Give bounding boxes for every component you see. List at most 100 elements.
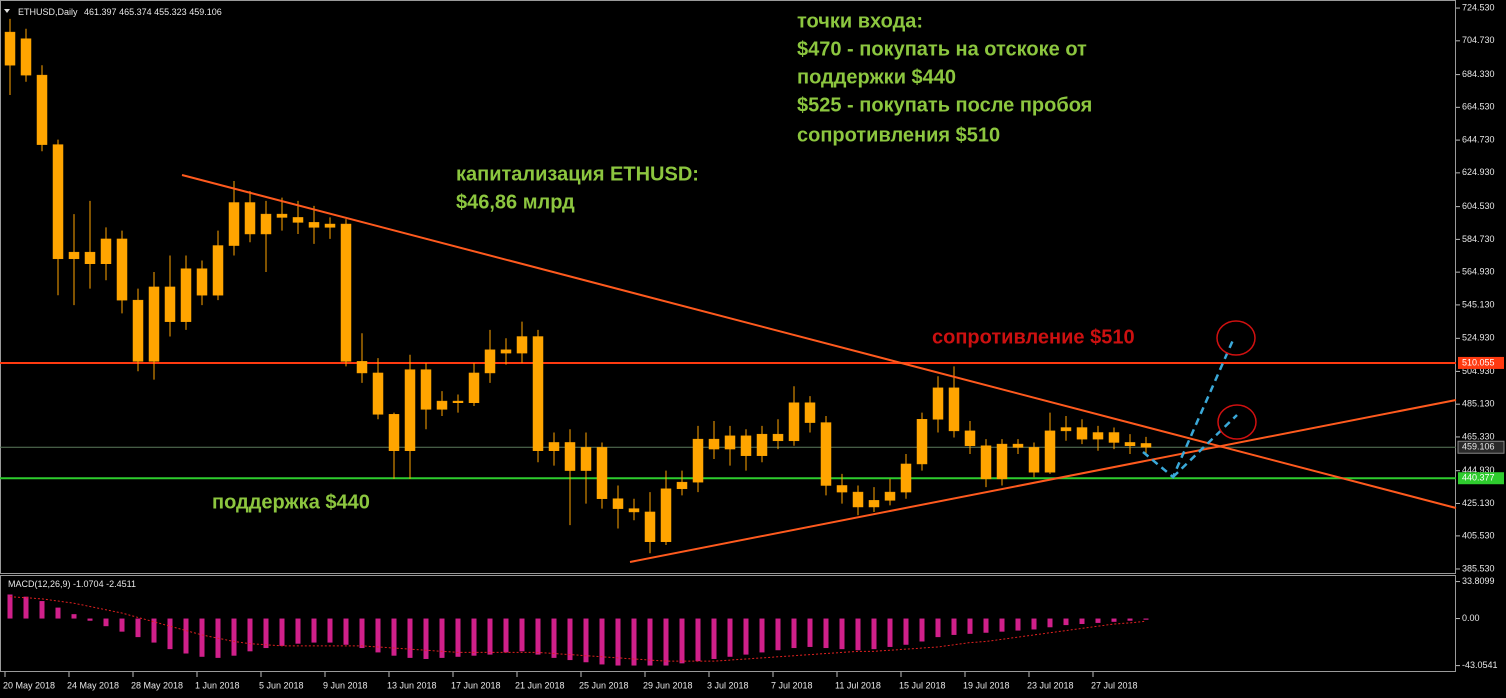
candle-body	[148, 286, 160, 362]
menu-arrow	[4, 9, 10, 13]
candle-body	[820, 422, 832, 486]
candle-body	[1140, 443, 1152, 448]
macd-bar	[407, 618, 413, 658]
macd-bar	[247, 618, 253, 652]
candle-body	[68, 251, 80, 260]
macd-bar	[743, 618, 749, 655]
candle-body	[1012, 443, 1024, 448]
annotation: сопротивления $510	[797, 124, 1000, 146]
x-tick-label: 5 Jun 2018	[259, 680, 304, 690]
candle-body	[388, 414, 400, 451]
candle-body	[900, 463, 912, 493]
candle-body	[868, 500, 880, 508]
candle-body	[532, 336, 544, 451]
x-tick-label: 27 Jul 2018	[1091, 680, 1138, 690]
macd-bar	[231, 618, 237, 656]
y-tick-label: 485.130	[1462, 399, 1495, 409]
macd-bar	[999, 618, 1005, 632]
y-tick-label: 704.730	[1462, 35, 1495, 45]
candle-body	[916, 419, 928, 465]
x-tick-label: 13 Jun 2018	[387, 680, 437, 690]
candle-body	[852, 491, 864, 508]
y-tick-label: 584.730	[1462, 234, 1495, 244]
y-tick-label: 385.530	[1462, 563, 1495, 573]
macd-bar	[535, 618, 541, 655]
target-circle	[1216, 320, 1256, 356]
y-tick-label: 465.330	[1462, 431, 1495, 441]
header-open: 461.397	[84, 7, 117, 17]
x-tick-label: 1 Jun 2018	[195, 680, 240, 690]
trend-line	[629, 399, 1457, 563]
candle-body	[484, 349, 496, 374]
macd-bar	[663, 618, 669, 666]
y-tick-label: 444.930	[1462, 465, 1495, 475]
candle-body	[964, 430, 976, 447]
macd-bar	[919, 618, 925, 642]
macd-bar	[487, 618, 493, 655]
candle-body	[1060, 427, 1072, 432]
candle-body	[516, 336, 528, 354]
candle-body	[980, 445, 992, 480]
candle-body	[36, 74, 48, 145]
candle-body	[1076, 427, 1088, 440]
macd-bar	[1095, 618, 1101, 623]
scenario-arrow	[1172, 414, 1238, 478]
candle-body	[20, 38, 32, 76]
candle-body	[564, 442, 576, 471]
macd-bar	[7, 594, 13, 619]
candle-body	[596, 447, 608, 499]
candle-body	[804, 402, 816, 423]
candle-body	[788, 402, 800, 442]
x-tick-label: 23 Jul 2018	[1027, 680, 1074, 690]
candle-body	[260, 213, 272, 235]
candle-body	[212, 245, 224, 296]
y-tick-label: -43.0541	[1462, 660, 1498, 670]
macd-bar	[423, 618, 429, 659]
candle-body	[308, 222, 320, 228]
macd-bar	[823, 618, 829, 649]
macd-bar	[71, 614, 77, 619]
candle-body	[340, 223, 352, 362]
symbol-header: ETHUSD,Daily 461.397 465.374 455.323 459…	[18, 7, 222, 17]
macd-bar	[503, 618, 509, 653]
macd-last: -1.0704	[73, 579, 104, 589]
candle-body	[276, 213, 288, 218]
y-tick-label: 545.130	[1462, 299, 1495, 309]
candle-body	[180, 268, 192, 322]
macd-bar	[711, 618, 717, 659]
header-close: 459.106	[189, 7, 222, 17]
macd-bar	[311, 618, 317, 643]
macd-bar	[199, 618, 205, 657]
macd-bar	[167, 618, 173, 650]
macd-bar	[855, 618, 861, 651]
candle-body	[244, 202, 256, 235]
macd-bar	[951, 618, 957, 635]
annotation: точки входа:	[797, 10, 923, 32]
candle-body	[52, 144, 64, 260]
y-tick-label: 524.930	[1462, 333, 1495, 343]
candle-body	[772, 433, 784, 442]
macd-bar	[871, 618, 877, 650]
x-tick-label: 7 Jul 2018	[771, 680, 813, 690]
macd-bar	[1015, 618, 1021, 631]
y-tick-label: 504.930	[1462, 366, 1495, 376]
candle-body	[292, 217, 304, 223]
macd-bar	[1063, 618, 1069, 626]
candle-body	[932, 387, 944, 420]
macd-bar	[695, 618, 701, 662]
current-price-label: 459.106	[1462, 442, 1495, 452]
candle-body	[436, 400, 448, 410]
macd-bar	[375, 618, 381, 653]
y-tick-label: 684.330	[1462, 69, 1495, 79]
level-price-box	[1458, 356, 1504, 369]
candle-body	[1108, 432, 1120, 443]
macd-bar	[967, 618, 973, 634]
x-tick-label: 15 Jul 2018	[899, 680, 946, 690]
macd-bar	[759, 618, 765, 653]
level-price-label: 510.055	[1462, 357, 1495, 367]
candle-body	[676, 481, 688, 490]
y-tick-label: 624.930	[1462, 167, 1495, 177]
macd-bar	[887, 618, 893, 647]
level-price-label: 440.377	[1462, 473, 1495, 483]
